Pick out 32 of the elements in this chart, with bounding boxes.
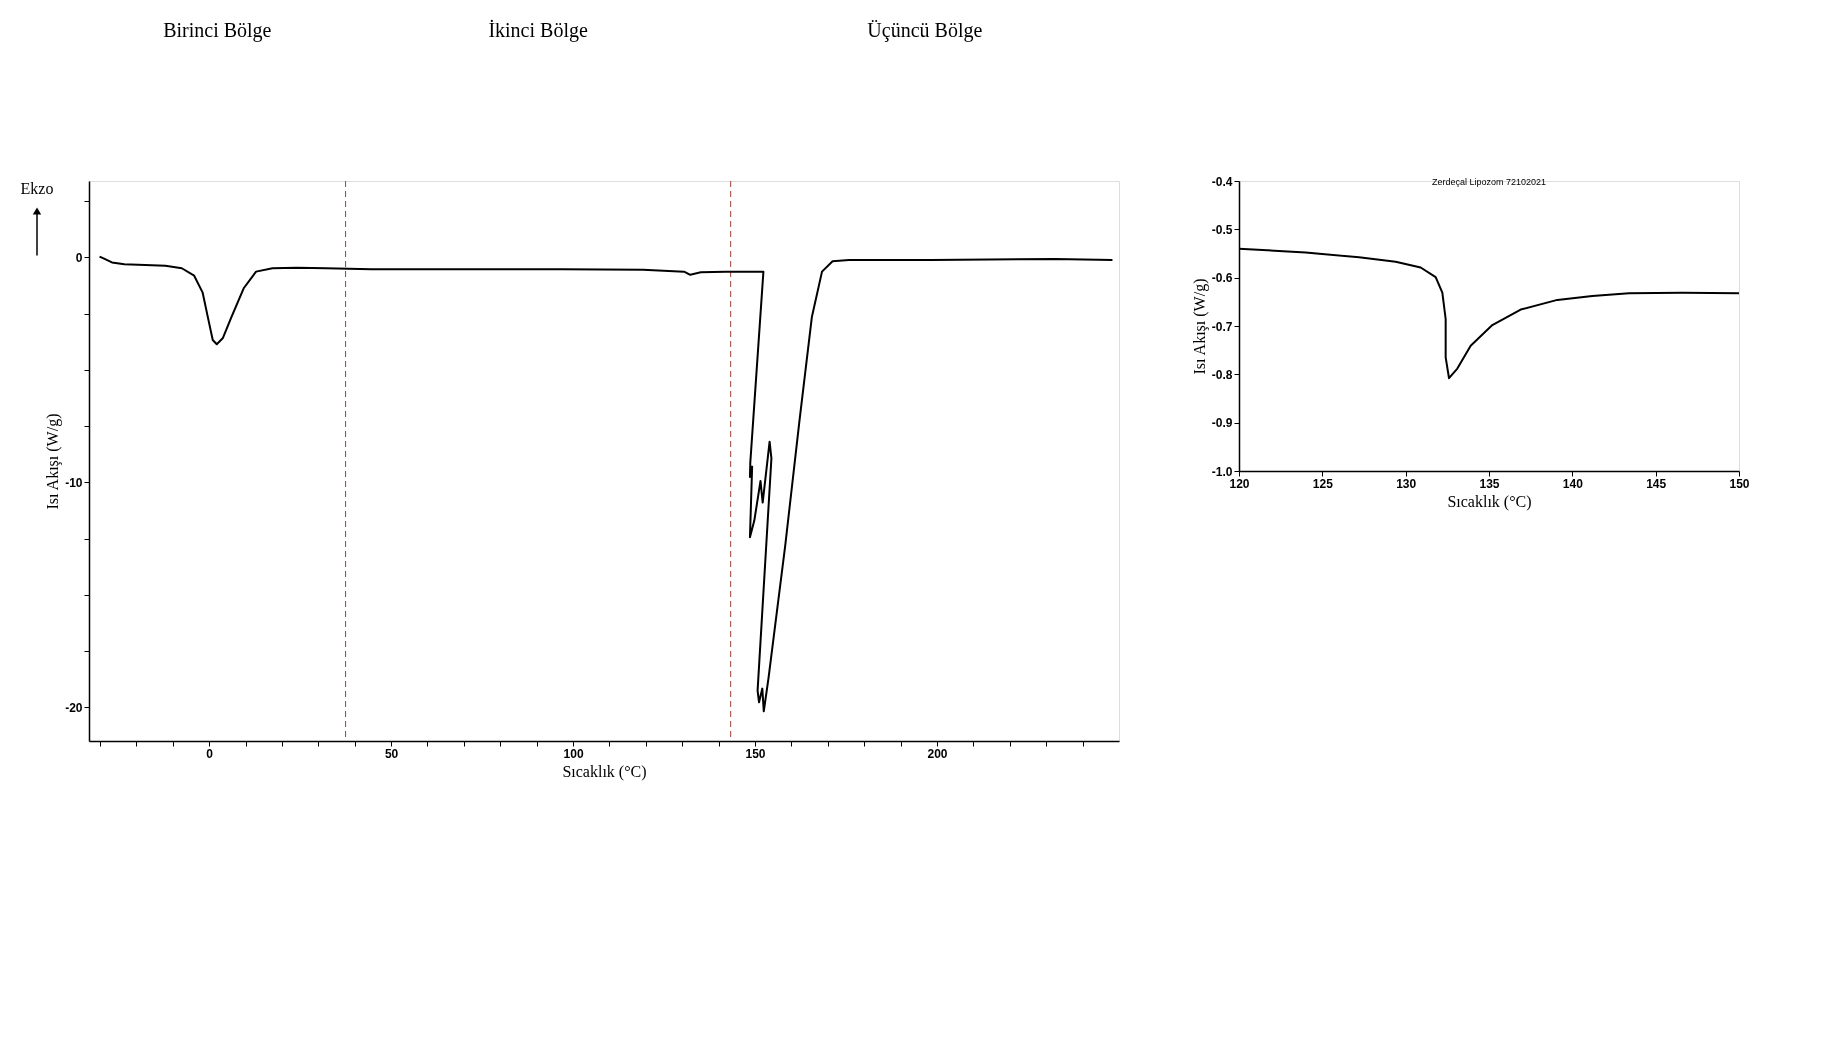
text: Birinci Bölge: [163, 19, 272, 42]
chart-title: Zerdeçal Lipozom 72102021: [1431, 177, 1547, 187]
x-tick-label: 145: [1646, 476, 1667, 491]
x-tick-label: 100: [563, 746, 584, 761]
y-tick-label: -0.6: [1211, 271, 1233, 286]
x-tick-label: 50: [384, 746, 399, 761]
x-tick-label: 120: [1229, 476, 1250, 491]
x-tick-label: 130: [1396, 476, 1417, 491]
x-axis-title: Sıcaklık (°C): [1447, 492, 1532, 511]
y-axis-title: Isı Akışı (W/g): [1190, 278, 1209, 375]
x-tick-label: 140: [1562, 476, 1584, 491]
text: Üçüncü Bölge: [867, 19, 983, 42]
x-tick-label: 150: [1729, 476, 1750, 491]
y-axis-title: Isı Akışı (W/g): [44, 413, 63, 510]
x-tick-label: 135: [1479, 476, 1500, 491]
text: İkinci Bölge: [488, 19, 588, 42]
y-tick-label: -0.8: [1211, 367, 1233, 382]
y-tick-label: -0.4: [1211, 174, 1233, 189]
x-tick-label: 125: [1312, 476, 1334, 491]
y-tick-label: -0.9: [1211, 416, 1233, 431]
x-tick-label: 0: [206, 746, 214, 761]
y-tick-label: -20: [65, 700, 83, 715]
text: Ekzo: [20, 180, 54, 197]
y-tick-label: 0: [75, 250, 83, 265]
y-tick-label: -0.5: [1211, 222, 1233, 237]
y-tick-label: -1.0: [1211, 464, 1233, 479]
line-series: [98, 255, 1114, 713]
y-tick-label: -10: [65, 475, 83, 490]
x-axis-title: Sıcaklık (°C): [562, 762, 647, 781]
x-tick-label: 150: [745, 746, 766, 761]
y-tick-label: -0.7: [1211, 319, 1233, 334]
x-tick-label: 200: [927, 746, 948, 761]
